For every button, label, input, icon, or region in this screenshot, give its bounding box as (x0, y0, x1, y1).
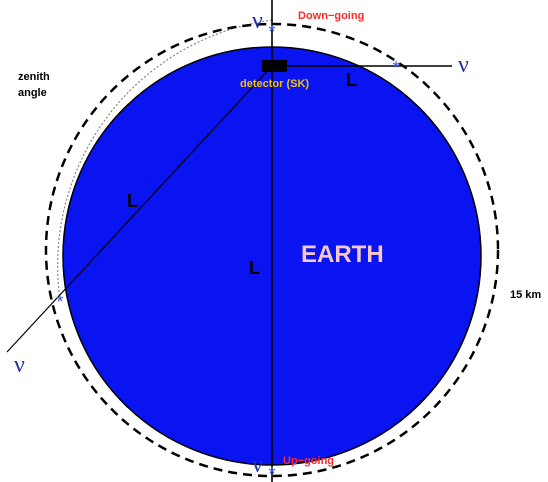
atmosphere-boundary (44, 22, 500, 478)
zenith-angle-arc (57, 19, 273, 301)
earth-label: EARTH (301, 241, 384, 268)
neutrino-symbol-left: ν (14, 352, 25, 378)
detector-label: detector (SK) (240, 78, 309, 90)
detector-icon (262, 60, 287, 72)
crossing-marker-right: * (392, 58, 399, 78)
path-length-inclined: L (127, 191, 138, 211)
up-going-label: Up−going (283, 455, 334, 467)
neutrino-symbol-bottom: ν (252, 452, 263, 478)
crossing-marker-top: * (268, 22, 275, 42)
distance-label: 15 km (510, 289, 541, 301)
down-going-label: Down−going (298, 10, 364, 22)
crossing-marker-bottom: * (268, 464, 275, 482)
zenith-label-line1: zenith (18, 71, 50, 83)
zenith-label-line2: angle (18, 87, 47, 99)
crossing-marker-left: * (56, 292, 63, 312)
neutrino-symbol-top: ν (252, 8, 263, 34)
path-length-vertical: L (249, 258, 260, 278)
neutrino-symbol-right: ν (458, 52, 469, 78)
inclined-path-line (6, 65, 273, 353)
path-length-horizontal: L (346, 70, 357, 90)
